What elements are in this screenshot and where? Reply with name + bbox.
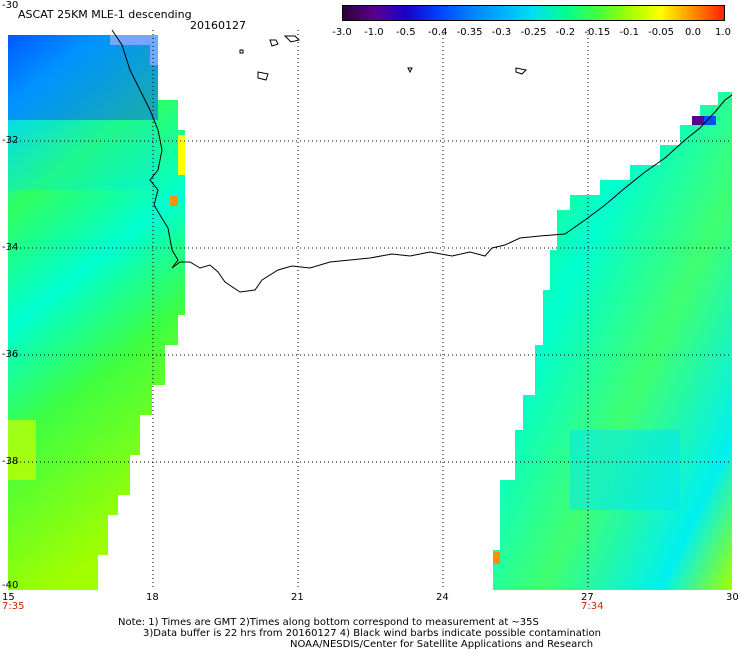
colorbar-gradient bbox=[342, 5, 725, 21]
lat-tick-label: -40 bbox=[2, 580, 19, 591]
pass-time-label: 7:34 bbox=[581, 601, 604, 612]
lon-tick-label: 24 bbox=[436, 592, 449, 603]
colorbar-tick: -0.15 bbox=[584, 27, 611, 38]
colorbar-tick: 1.0 bbox=[715, 27, 731, 38]
colorbar-tick: -0.2 bbox=[555, 27, 576, 38]
west-swath-cyan bbox=[8, 120, 158, 190]
colorbar-tick: -0.35 bbox=[456, 27, 483, 38]
east-swath-orange-patch bbox=[493, 552, 500, 564]
colorbar-tick: -3.0 bbox=[332, 27, 352, 38]
colorbar-tick: -0.3 bbox=[491, 27, 512, 38]
footer-note: 3)Data buffer is 22 hrs from 20160127 4)… bbox=[143, 628, 601, 639]
west-swath-blue bbox=[8, 35, 158, 120]
east-swath-purple-patch bbox=[692, 116, 704, 125]
pass-time-label: 7:35 bbox=[2, 601, 25, 612]
graticule bbox=[8, 30, 732, 590]
lon-tick-label: 30 bbox=[726, 592, 739, 603]
colorbar-tick: -1.0 bbox=[364, 27, 384, 38]
map-date: 20160127 bbox=[190, 19, 246, 32]
footer-note: Note: 1) Times are GMT 2)Times along bot… bbox=[118, 617, 539, 628]
colorbar-tick: 0.0 bbox=[685, 27, 701, 38]
lat-tick-label: -34 bbox=[2, 242, 19, 253]
lat-tick-label: -30 bbox=[2, 0, 19, 11]
coastline bbox=[111, 29, 733, 293]
lat-tick-label: -36 bbox=[2, 349, 19, 360]
west-swath-yellow-patch bbox=[8, 420, 36, 480]
east-swath-cyan bbox=[570, 430, 680, 510]
colorbar: -3.0 -1.0 -0.5 -0.4 -0.35 -0.3 -0.25 -0.… bbox=[332, 5, 731, 39]
west-swath-orange-patch bbox=[170, 196, 178, 206]
west-swath-yellow-patch bbox=[178, 135, 185, 175]
map-title: ASCAT 25KM MLE-1 descending bbox=[18, 8, 192, 21]
footer-credit: NOAA/NESDIS/Center for Satellite Applica… bbox=[290, 639, 594, 650]
west-swath bbox=[8, 35, 185, 590]
lat-tick-label: -32 bbox=[2, 135, 19, 146]
lon-tick-label: 27 bbox=[581, 592, 594, 603]
colorbar-tick: -0.4 bbox=[427, 27, 448, 38]
lon-tick-label: 21 bbox=[291, 592, 304, 603]
lat-tick-label: -38 bbox=[2, 456, 19, 467]
lon-tick-label: 15 bbox=[2, 592, 15, 603]
colorbar-tick: -0.25 bbox=[520, 27, 547, 38]
island bbox=[239, 35, 528, 81]
colorbar-tick: -0.5 bbox=[396, 27, 416, 38]
lon-tick-label: 18 bbox=[146, 592, 159, 603]
east-swath-blue-patch bbox=[704, 116, 716, 125]
colorbar-tick: -0.1 bbox=[619, 27, 639, 38]
east-swath bbox=[493, 92, 732, 590]
colorbar-tick: -0.05 bbox=[648, 27, 675, 38]
